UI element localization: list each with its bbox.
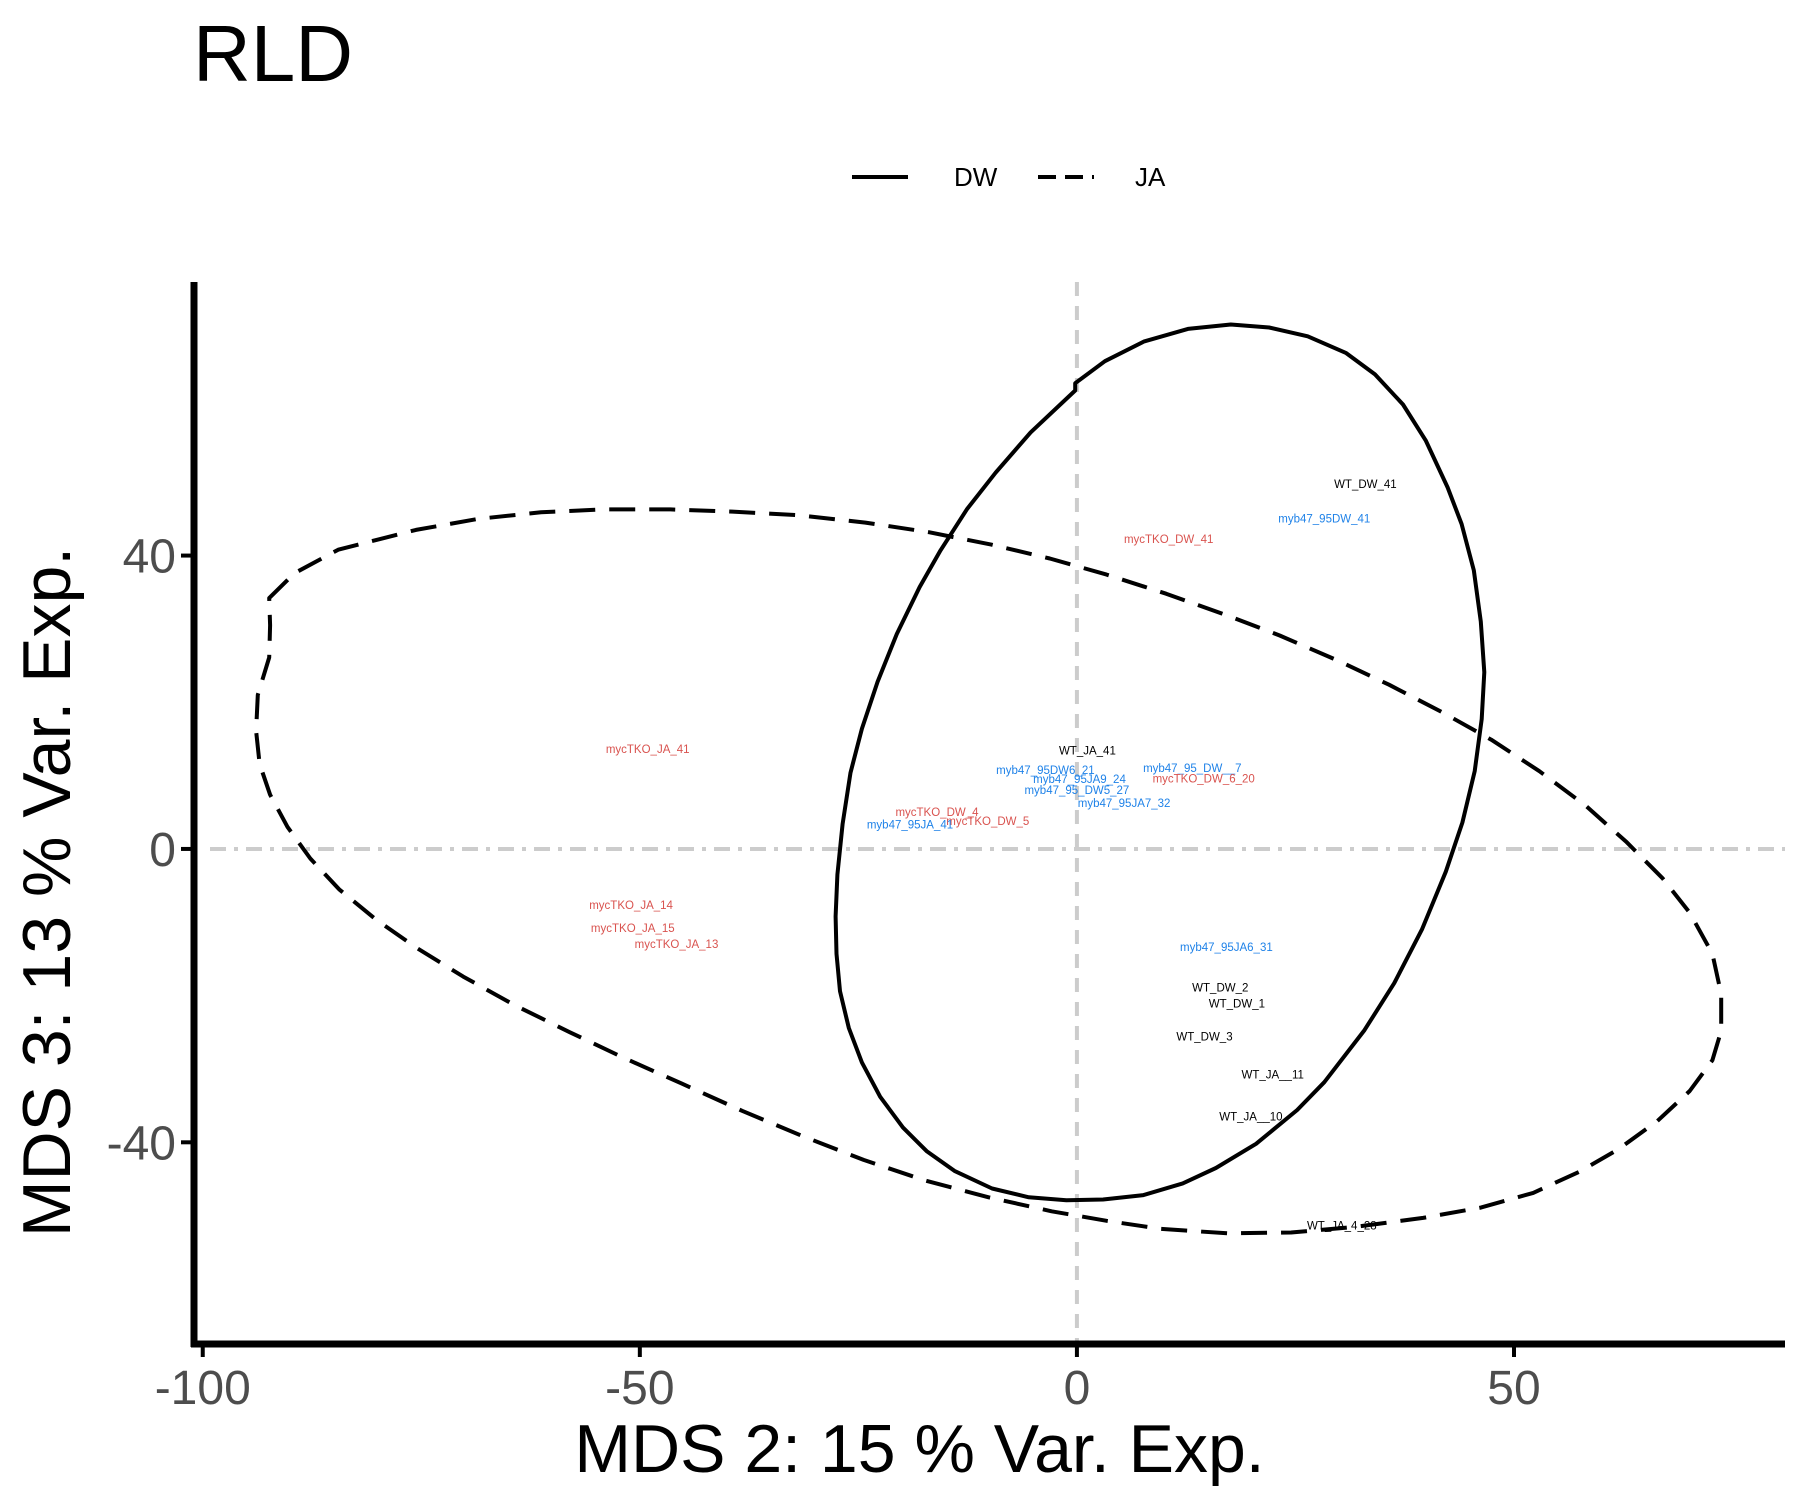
ellipse-dw <box>833 322 1487 1203</box>
point-label: WT_JA_41 <box>1059 745 1116 757</box>
legend-label-dw: DW <box>954 162 998 192</box>
point-label: WT_JA__11 <box>1241 1070 1303 1082</box>
reference-lines <box>210 282 1785 1344</box>
y-axis-title: MDS 3: 13 % Var. Exp. <box>9 547 85 1237</box>
point-label: WT_DW_41 <box>1334 479 1397 491</box>
point-label: WT_DW_2 <box>1192 982 1248 994</box>
point-label: mycTKO_DW_41 <box>1124 534 1213 546</box>
x-axis-title: MDS 2: 15 % Var. Exp. <box>574 1411 1264 1487</box>
axes: -100 -50 0 50 -40 0 40 <box>107 282 1785 1415</box>
point-label: WT_DW_3 <box>1176 1031 1232 1043</box>
point-label: WT_DW_1 <box>1209 998 1265 1010</box>
point-label: mycTKO_DW_4 <box>895 807 979 819</box>
point-label: WT_JA__10 <box>1219 1111 1282 1123</box>
y-tick-label: 40 <box>123 531 176 584</box>
point-label: myb47_95JA_41 <box>867 820 953 832</box>
point-label: mycTKO_JA_41 <box>606 744 690 756</box>
ellipses <box>254 322 1724 1236</box>
point-labels: WT_DW_41 myb47_95DW_41 mycTKO_DW_41 mycTKO_… <box>589 479 1396 1232</box>
y-tick-label: -40 <box>107 1117 176 1170</box>
legend-key-solid-line <box>852 175 908 179</box>
point-label: WT_JA_4_28 <box>1307 1221 1377 1233</box>
point-label: myb47_95JA9_24 <box>1033 774 1126 786</box>
point-label: mycTKO_DW_5 <box>946 816 1029 828</box>
point-label: mycTKO_JA_14 <box>589 900 673 912</box>
x-tick-label: 50 <box>1487 1362 1540 1415</box>
legend-label-ja: JA <box>1135 162 1166 192</box>
x-tick-label: -100 <box>155 1362 251 1415</box>
point-label: mycTKO_JA_15 <box>591 923 675 935</box>
point-label: myb47_95JA6_31 <box>1180 942 1273 954</box>
point-label: myb47_95DW_41 <box>1278 514 1370 526</box>
point-label: myb47_95_DW5_27 <box>1024 785 1129 797</box>
ellipse-ja <box>254 507 1724 1236</box>
legend-key-dashed-line <box>1038 175 1094 179</box>
chart-title: RLD <box>193 9 354 98</box>
y-tick-label: 0 <box>149 824 176 877</box>
point-label: myb47_95JA7_32 <box>1078 798 1171 810</box>
point-label: mycTKO_DW_6_20 <box>1153 773 1255 785</box>
point-label: myb47_95DW6_21 <box>996 765 1094 777</box>
point-label: mycTKO_JA_13 <box>635 939 719 951</box>
x-tick-label: -50 <box>605 1362 674 1415</box>
point-label: myb47_95_DW__7 <box>1143 763 1241 775</box>
x-tick-label: 0 <box>1064 1362 1091 1415</box>
